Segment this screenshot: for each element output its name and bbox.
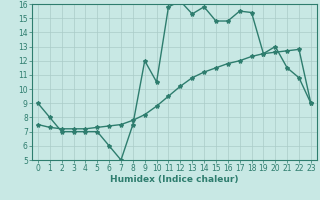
X-axis label: Humidex (Indice chaleur): Humidex (Indice chaleur) (110, 175, 239, 184)
